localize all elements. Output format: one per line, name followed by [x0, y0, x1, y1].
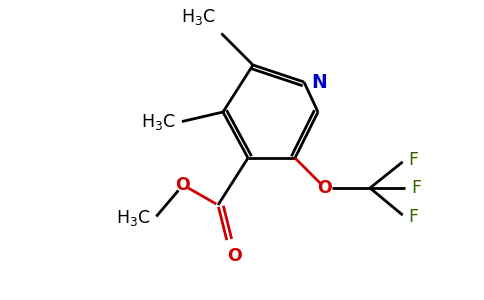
Text: F: F [411, 179, 421, 197]
Text: F: F [408, 151, 418, 169]
Text: O: O [318, 179, 333, 197]
Text: N: N [311, 73, 327, 92]
Text: H$_3$C: H$_3$C [116, 208, 151, 228]
Text: H$_3$C: H$_3$C [141, 112, 176, 132]
Text: O: O [227, 247, 242, 265]
Text: O: O [176, 176, 190, 194]
Text: H$_3$C: H$_3$C [182, 7, 216, 27]
Text: F: F [408, 208, 418, 226]
